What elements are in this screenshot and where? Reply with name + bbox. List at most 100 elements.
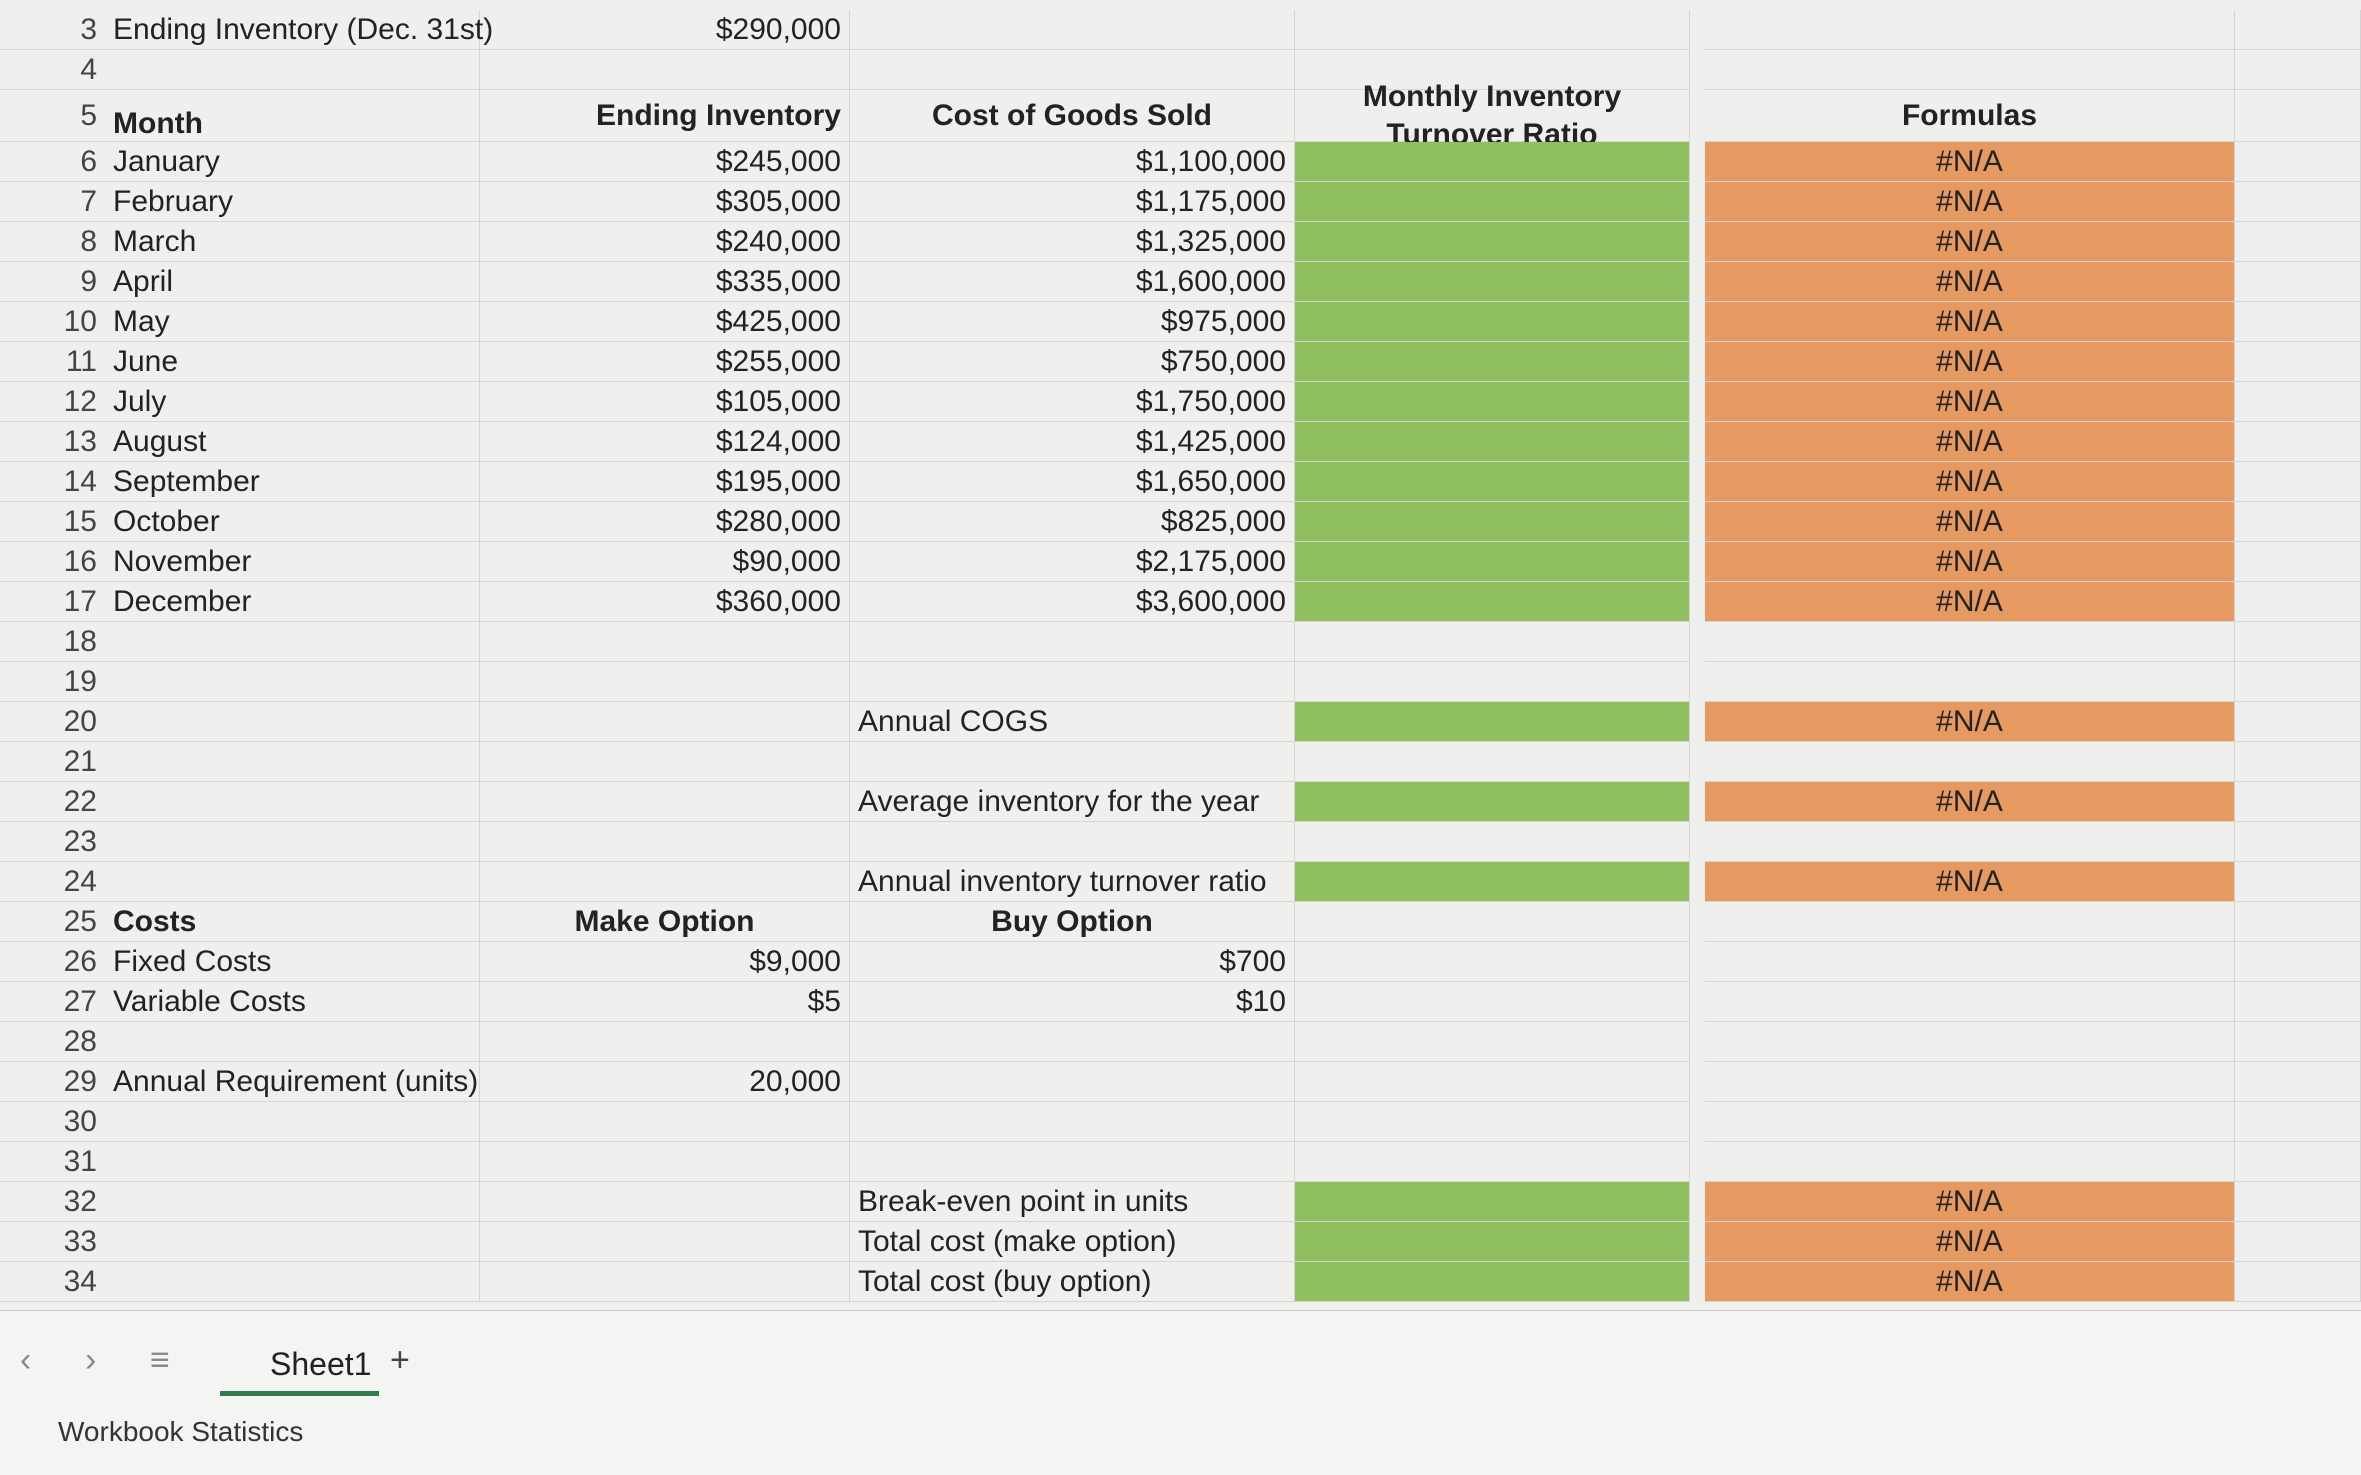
cell[interactable]	[1295, 302, 1690, 342]
cell[interactable]: $1,175,000	[850, 182, 1295, 222]
row-header[interactable]: 22	[0, 782, 105, 822]
cell[interactable]	[1295, 1102, 1690, 1142]
cell[interactable]	[105, 1262, 480, 1302]
cell[interactable]	[2235, 1062, 2361, 1102]
row-header[interactable]: 15	[0, 502, 105, 542]
cell[interactable]: September	[105, 462, 480, 502]
cell[interactable]	[2235, 10, 2361, 50]
cell[interactable]: #N/A	[1705, 782, 2235, 822]
cell[interactable]	[2235, 622, 2361, 662]
cell[interactable]: Buy Option	[850, 902, 1295, 942]
cell[interactable]: December	[105, 582, 480, 622]
cell[interactable]: August	[105, 422, 480, 462]
cell[interactable]	[850, 822, 1295, 862]
cell[interactable]	[2235, 982, 2361, 1022]
cell[interactable]	[1295, 1062, 1690, 1102]
cell[interactable]: $9,000	[480, 942, 850, 982]
cell[interactable]: $10	[850, 982, 1295, 1022]
cell[interactable]	[1705, 10, 2235, 50]
cell[interactable]: Total cost (make option)	[850, 1222, 1295, 1262]
row-header[interactable]: 16	[0, 542, 105, 582]
cell[interactable]	[1295, 222, 1690, 262]
cell[interactable]: $105,000	[480, 382, 850, 422]
cell[interactable]	[480, 1022, 850, 1062]
row-header[interactable]: 28	[0, 1022, 105, 1062]
prev-sheet-button[interactable]: ‹	[20, 1341, 32, 1379]
cell[interactable]	[2235, 742, 2361, 782]
cell[interactable]	[1705, 942, 2235, 982]
cell[interactable]: 20,000	[480, 1062, 850, 1102]
cell[interactable]	[480, 1102, 850, 1142]
cell[interactable]	[1705, 662, 2235, 702]
row-header[interactable]: 24	[0, 862, 105, 902]
row-header[interactable]: 14	[0, 462, 105, 502]
cell[interactable]	[1295, 662, 1690, 702]
cell[interactable]	[2235, 942, 2361, 982]
cell[interactable]	[2235, 90, 2361, 142]
cell[interactable]	[480, 1262, 850, 1302]
cell[interactable]: June	[105, 342, 480, 382]
cell[interactable]: #N/A	[1705, 182, 2235, 222]
cell[interactable]	[1295, 50, 1690, 90]
cell[interactable]: Annual COGS	[850, 702, 1295, 742]
cell[interactable]: $825,000	[850, 502, 1295, 542]
cell[interactable]: $195,000	[480, 462, 850, 502]
cell[interactable]	[850, 10, 1295, 50]
cell[interactable]: #N/A	[1705, 542, 2235, 582]
cell[interactable]: Month	[105, 90, 480, 142]
cell[interactable]	[1705, 822, 2235, 862]
sheet-tab[interactable]: Sheet1	[220, 1346, 380, 1396]
cell[interactable]: $240,000	[480, 222, 850, 262]
cell[interactable]	[1705, 1062, 2235, 1102]
cell[interactable]	[1295, 422, 1690, 462]
cell[interactable]: July	[105, 382, 480, 422]
cell[interactable]: Monthly Inventory Turnover Ratio	[1295, 80, 1690, 151]
cell[interactable]: Cost of Goods Sold	[850, 90, 1295, 142]
cell[interactable]	[105, 782, 480, 822]
cell[interactable]	[480, 782, 850, 822]
row-header[interactable]: 30	[0, 1102, 105, 1142]
cell[interactable]: $1,750,000	[850, 382, 1295, 422]
row-header[interactable]: 33	[0, 1222, 105, 1262]
cell[interactable]	[105, 1182, 480, 1222]
cell[interactable]: $750,000	[850, 342, 1295, 382]
cell[interactable]	[850, 1102, 1295, 1142]
cell[interactable]	[2235, 302, 2361, 342]
cell[interactable]	[2235, 702, 2361, 742]
cell[interactable]: $280,000	[480, 502, 850, 542]
cell[interactable]: Average inventory for the year	[850, 782, 1295, 822]
cell[interactable]	[1295, 462, 1690, 502]
cell[interactable]: #N/A	[1705, 142, 2235, 182]
cell[interactable]	[2235, 1262, 2361, 1302]
cell[interactable]: October	[105, 502, 480, 542]
cell[interactable]: Make Option	[480, 902, 850, 942]
cell[interactable]	[1295, 142, 1690, 182]
cell[interactable]	[850, 1062, 1295, 1102]
cell[interactable]	[850, 662, 1295, 702]
cell[interactable]	[1295, 262, 1690, 302]
cell[interactable]	[105, 1102, 480, 1142]
cell[interactable]	[2235, 902, 2361, 942]
cell[interactable]: #N/A	[1705, 502, 2235, 542]
cell[interactable]	[1295, 582, 1690, 622]
cell[interactable]: $1,650,000	[850, 462, 1295, 502]
cell[interactable]: February	[105, 182, 480, 222]
cell[interactable]	[2235, 142, 2361, 182]
cell[interactable]	[480, 662, 850, 702]
row-header[interactable]: 23	[0, 822, 105, 862]
row-header[interactable]: 31	[0, 1142, 105, 1182]
cell[interactable]	[2235, 822, 2361, 862]
cell[interactable]	[1705, 622, 2235, 662]
cell[interactable]	[2235, 862, 2361, 902]
cell[interactable]	[105, 862, 480, 902]
cell[interactable]: $425,000	[480, 302, 850, 342]
add-sheet-button[interactable]: +	[390, 1341, 410, 1379]
cell[interactable]: January	[105, 142, 480, 182]
cell[interactable]: $5	[480, 982, 850, 1022]
cell[interactable]: Fixed Costs	[105, 942, 480, 982]
cell[interactable]: $975,000	[850, 302, 1295, 342]
cell[interactable]: #N/A	[1705, 262, 2235, 302]
cell[interactable]: $1,425,000	[850, 422, 1295, 462]
cell[interactable]	[105, 50, 480, 90]
row-header[interactable]: 9	[0, 262, 105, 302]
